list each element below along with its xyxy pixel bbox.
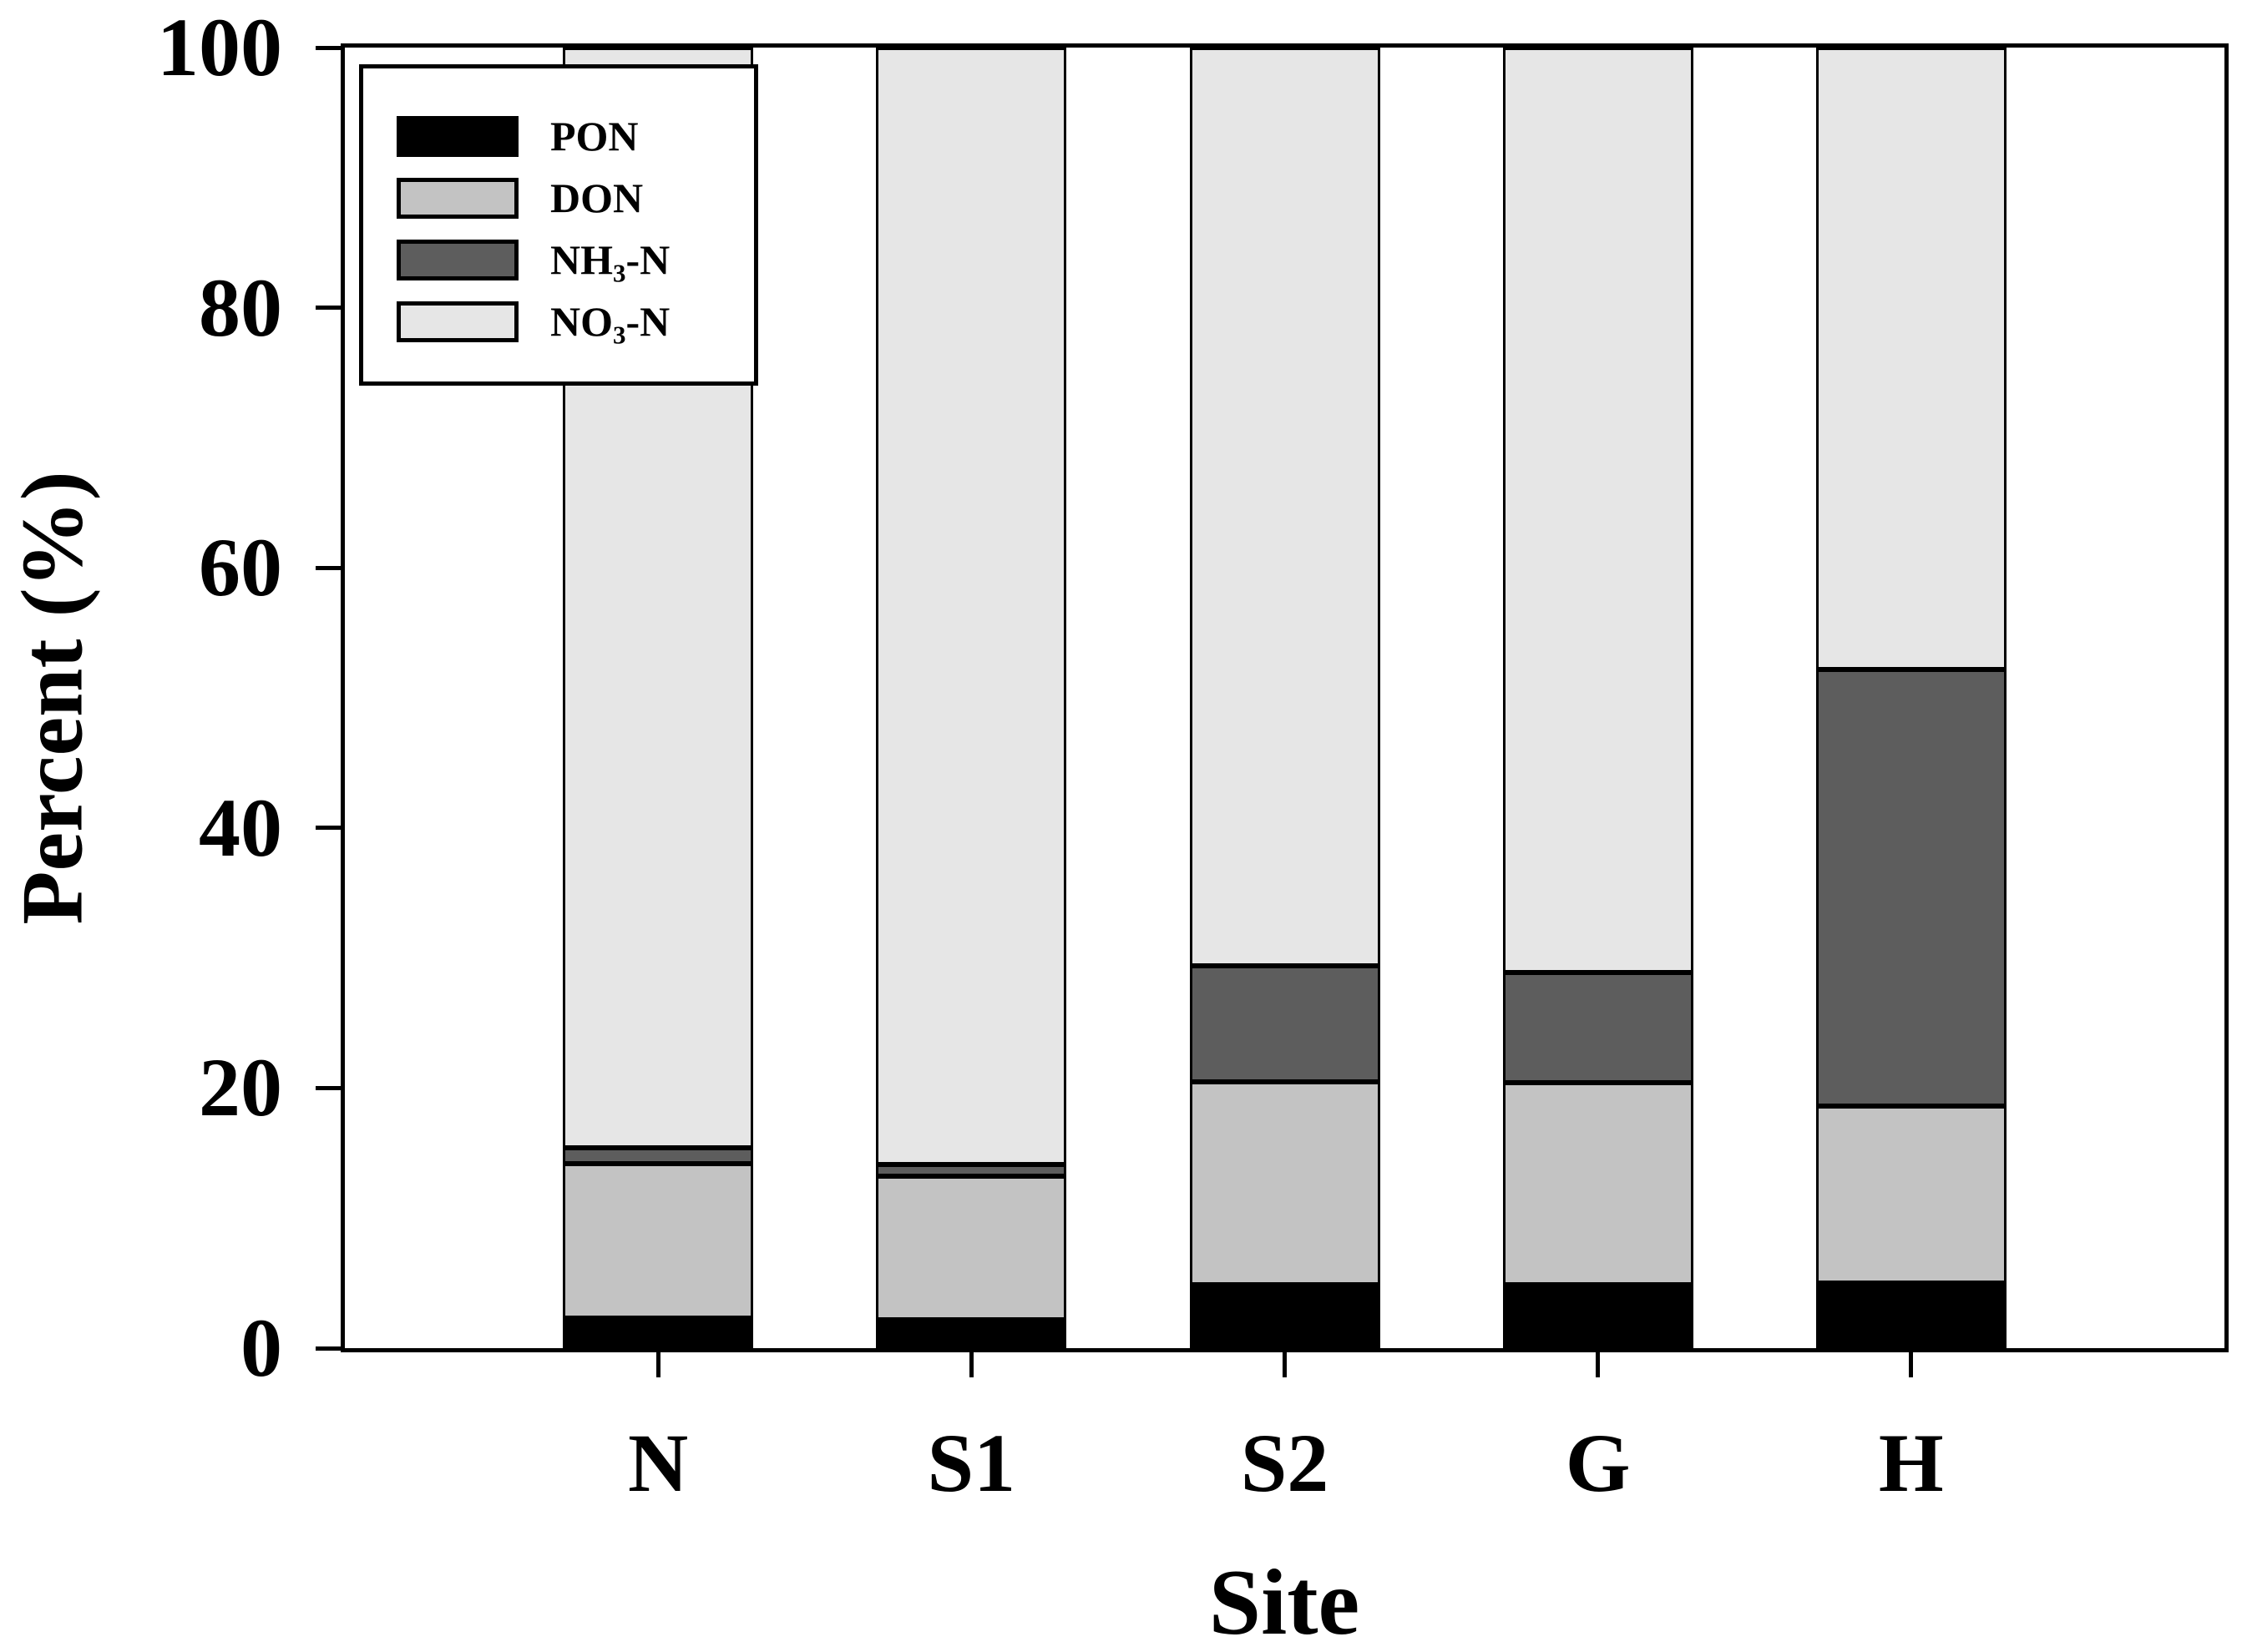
y-tick-0 bbox=[316, 1346, 341, 1351]
y-tick-label-0: 0 bbox=[240, 1301, 282, 1394]
legend-box: PON DON NH3-N NO3-N bbox=[359, 64, 758, 386]
y-tick-label-60: 60 bbox=[199, 521, 282, 614]
bar-G-segment-NO3-N bbox=[1502, 48, 1693, 973]
x-tick-N bbox=[655, 1352, 660, 1377]
legend-label-subscript: 3 bbox=[613, 258, 626, 288]
legend-label-NO3-N: NO3-N bbox=[550, 298, 671, 347]
bar-S2 bbox=[1189, 48, 1380, 1348]
legend-label-DON: DON bbox=[550, 177, 643, 219]
legend-swatch-NO3-N bbox=[397, 301, 519, 342]
bar-S2-segment-DON bbox=[1189, 1081, 1380, 1285]
y-tick-80 bbox=[316, 306, 341, 311]
x-tick-G bbox=[1596, 1352, 1601, 1377]
x-tick-H bbox=[1909, 1352, 1914, 1377]
y-tick-label-40: 40 bbox=[199, 781, 282, 874]
bar-S1-segment-DON bbox=[876, 1176, 1067, 1320]
bar-S2-segment-PON bbox=[1189, 1284, 1380, 1348]
bar-N-segment-NH3-N bbox=[563, 1148, 754, 1164]
y-tick-label-100: 100 bbox=[157, 1, 282, 93]
x-tick-S1 bbox=[969, 1352, 974, 1377]
legend-item-NO3-N: NO3-N bbox=[363, 290, 754, 352]
bar-N-segment-DON bbox=[563, 1163, 754, 1319]
bar-G-segment-DON bbox=[1502, 1083, 1693, 1285]
legend-item-DON: DON bbox=[363, 167, 754, 229]
x-tick-label-S2: S2 bbox=[1240, 1417, 1329, 1509]
legend-label-text: DON bbox=[550, 174, 644, 221]
bar-N-segment-PON bbox=[563, 1318, 754, 1348]
y-tick-20 bbox=[316, 1085, 341, 1090]
bar-G-segment-PON bbox=[1502, 1284, 1693, 1348]
legend-label-text: PON bbox=[550, 113, 639, 159]
bar-G bbox=[1502, 48, 1693, 1348]
bar-H-segment-NH3-N bbox=[1815, 669, 2007, 1107]
legend-label-text: -N bbox=[625, 236, 671, 283]
bar-S1 bbox=[876, 48, 1067, 1348]
y-tick-100 bbox=[316, 45, 341, 50]
y-tick-label-20: 20 bbox=[199, 1041, 282, 1134]
bar-S1-segment-NH3-N bbox=[876, 1164, 1067, 1177]
legend-swatch-PON bbox=[397, 115, 519, 157]
x-axis-title: Site bbox=[1208, 1551, 1360, 1652]
bar-G-segment-NH3-N bbox=[1502, 972, 1693, 1084]
x-tick-label-G: G bbox=[1565, 1417, 1631, 1509]
bar-H-segment-PON bbox=[1815, 1283, 2007, 1348]
bar-S1-segment-NO3-N bbox=[876, 48, 1067, 1165]
bar-S1-segment-PON bbox=[876, 1319, 1067, 1348]
legend-label-text: NO bbox=[550, 298, 613, 345]
bar-S2-segment-NH3-N bbox=[1189, 965, 1380, 1082]
y-tick-label-80: 80 bbox=[199, 260, 282, 354]
legend-label-PON: PON bbox=[550, 115, 639, 157]
bar-H-segment-DON bbox=[1815, 1106, 2007, 1284]
bar-H-segment-NO3-N bbox=[1815, 48, 2007, 669]
legend-label-text: -N bbox=[625, 298, 671, 345]
bar-H bbox=[1815, 48, 2007, 1348]
bar-S2-segment-NO3-N bbox=[1189, 48, 1380, 966]
x-tick-label-S1: S1 bbox=[927, 1417, 1016, 1509]
plot-area: PON DON NH3-N NO3-N bbox=[341, 43, 2229, 1352]
legend-swatch-NH3-N bbox=[397, 239, 519, 280]
y-tick-60 bbox=[316, 565, 341, 570]
legend-swatch-DON bbox=[397, 177, 519, 219]
x-tick-S2 bbox=[1283, 1352, 1287, 1377]
legend-item-PON: PON bbox=[363, 105, 754, 167]
y-tick-40 bbox=[316, 826, 341, 831]
legend-label-subscript: 3 bbox=[613, 320, 626, 350]
legend-item-NH3-N: NH3-N bbox=[363, 229, 754, 290]
legend-label-NH3-N: NH3-N bbox=[550, 236, 671, 285]
legend-label-text: NH bbox=[550, 236, 613, 283]
x-tick-label-N: N bbox=[628, 1417, 689, 1509]
x-tick-label-H: H bbox=[1878, 1417, 1944, 1509]
